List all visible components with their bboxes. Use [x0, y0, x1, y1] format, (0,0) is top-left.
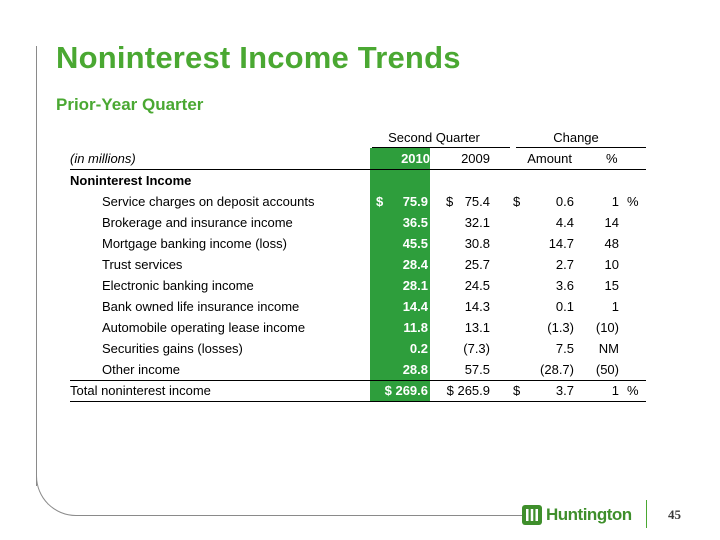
row-amount-value: (28.7): [540, 362, 574, 377]
col-amount: Amount: [527, 151, 572, 166]
row-amount-value: 14.7: [548, 236, 574, 251]
table-row: Securities gains (losses) 0.2 (7.3) 7.5 …: [70, 339, 646, 359]
row-2010-value: 45.5: [402, 236, 428, 251]
row-2009-value: 14.3: [464, 299, 490, 314]
total-bottom-rule: [70, 401, 646, 402]
total-pct-sign: %: [627, 383, 639, 398]
row-2010-dollar: $: [376, 194, 384, 209]
table-row: Automobile operating lease income 11.8 1…: [70, 318, 646, 338]
row-pct-value: (50): [595, 362, 619, 377]
table-row: Trust services 28.4 25.7 2.7 10: [70, 255, 646, 275]
table-row: Electronic banking income 28.1 24.5 3.6 …: [70, 276, 646, 296]
table-row: Other income 28.8 57.5 (28.7) (50): [70, 360, 646, 380]
slide-title: Noninterest Income Trends: [56, 40, 461, 75]
row-label: Trust services: [102, 257, 183, 272]
row-label: Service charges on deposit accounts: [102, 194, 315, 209]
row-2010-value: 28.8: [402, 362, 428, 377]
row-2010-value: 14.4: [402, 299, 428, 314]
row-amount-value: 7.5: [555, 341, 574, 356]
logo-text: Huntington: [546, 505, 632, 524]
row-label: Automobile operating lease income: [102, 320, 306, 335]
row-2010-value: 0.2: [409, 341, 428, 356]
total-amount-value: 3.7: [555, 383, 574, 398]
column-header-row: (in millions) 2010 2009 Amount %: [70, 149, 646, 169]
row-pct-value: (10): [595, 320, 619, 335]
row-2009-dollar: $: [446, 194, 454, 209]
slide-frame-curve: [36, 470, 530, 518]
footer-separator: [646, 500, 647, 528]
section-label: Noninterest Income: [70, 173, 192, 188]
col-2010: 2010: [401, 151, 430, 166]
row-label: Brokerage and insurance income: [102, 215, 293, 230]
col-pct: %: [606, 151, 618, 166]
table-row: Mortgage banking income (loss) 45.5 30.8…: [70, 234, 646, 254]
row-2010-value: 75.9: [402, 194, 428, 209]
row-2010-value: 11.8: [403, 320, 428, 335]
row-amount-value: 4.4: [555, 215, 574, 230]
table-row: Service charges on deposit accounts $ 75…: [70, 192, 646, 212]
total-pct-value: 1: [611, 383, 619, 398]
row-amount-value: 0.6: [555, 194, 574, 209]
total-2009-value: $ 265.9: [446, 383, 490, 398]
row-amount-value: 2.7: [555, 257, 574, 272]
row-pct-value: 48: [604, 236, 619, 251]
row-pct-value: 14: [604, 215, 619, 230]
slide-subtitle: Prior-Year Quarter: [56, 95, 204, 114]
group-second-quarter: Second Quarter: [388, 130, 480, 145]
total-2010-value: $ 269.6: [384, 383, 428, 398]
table-row: Brokerage and insurance income 36.5 32.1…: [70, 213, 646, 233]
row-pct-value: 1: [611, 194, 619, 209]
row-amount-value: 3.6: [555, 278, 574, 293]
rule-second-quarter: [372, 147, 510, 148]
total-row: Total noninterest income $ 269.6 $ 265.9…: [70, 381, 646, 401]
row-label: Mortgage banking income (loss): [102, 236, 287, 251]
row-2009-value: 25.7: [464, 257, 490, 272]
highlight-column-2010: [370, 148, 430, 401]
row-pct-value: 10: [604, 257, 619, 272]
row-pct-sign: %: [627, 194, 639, 209]
group-change: Change: [553, 130, 599, 145]
row-amount-dollar: $: [513, 194, 521, 209]
rule-change: [516, 147, 646, 148]
row-pct-value: 1: [611, 299, 619, 314]
huntington-logo: Huntington: [522, 504, 632, 526]
row-2009-value: 24.5: [464, 278, 490, 293]
row-2010-value: 28.1: [402, 278, 428, 293]
row-pct-value: 15: [604, 278, 619, 293]
row-2009-value: 30.8: [464, 236, 490, 251]
row-2009-value: 32.1: [464, 215, 490, 230]
row-2009-value: 13.1: [464, 320, 490, 335]
group-header-row: Second Quarter Change: [70, 128, 646, 148]
total-label: Total noninterest income: [70, 383, 211, 398]
row-2009-value: 57.5: [464, 362, 490, 377]
table-row: Bank owned life insurance income 14.4 14…: [70, 297, 646, 317]
col-2009: 2009: [461, 151, 490, 166]
row-2009-value: (7.3): [463, 341, 490, 356]
row-label: Bank owned life insurance income: [102, 299, 300, 314]
slide-frame-line: [36, 46, 37, 486]
row-label: Other income: [102, 362, 181, 377]
row-2009-value: 75.4: [464, 194, 490, 209]
row-2010-value: 36.5: [402, 215, 428, 230]
row-amount-value: (1.3): [547, 320, 574, 335]
total-top-rule: [70, 380, 646, 381]
page-number: 45: [668, 507, 681, 522]
units-label: (in millions): [70, 151, 136, 166]
header-rule: [70, 169, 646, 170]
logo-mark-icon: [522, 505, 542, 525]
row-label: Securities gains (losses): [102, 341, 243, 356]
row-amount-value: 0.1: [555, 299, 574, 314]
total-amount-dollar: $: [513, 383, 521, 398]
row-label: Electronic banking income: [102, 278, 254, 293]
section-row: Noninterest Income: [70, 171, 646, 191]
row-2010-value: 28.4: [402, 257, 428, 272]
row-pct-value: NM: [598, 341, 619, 356]
